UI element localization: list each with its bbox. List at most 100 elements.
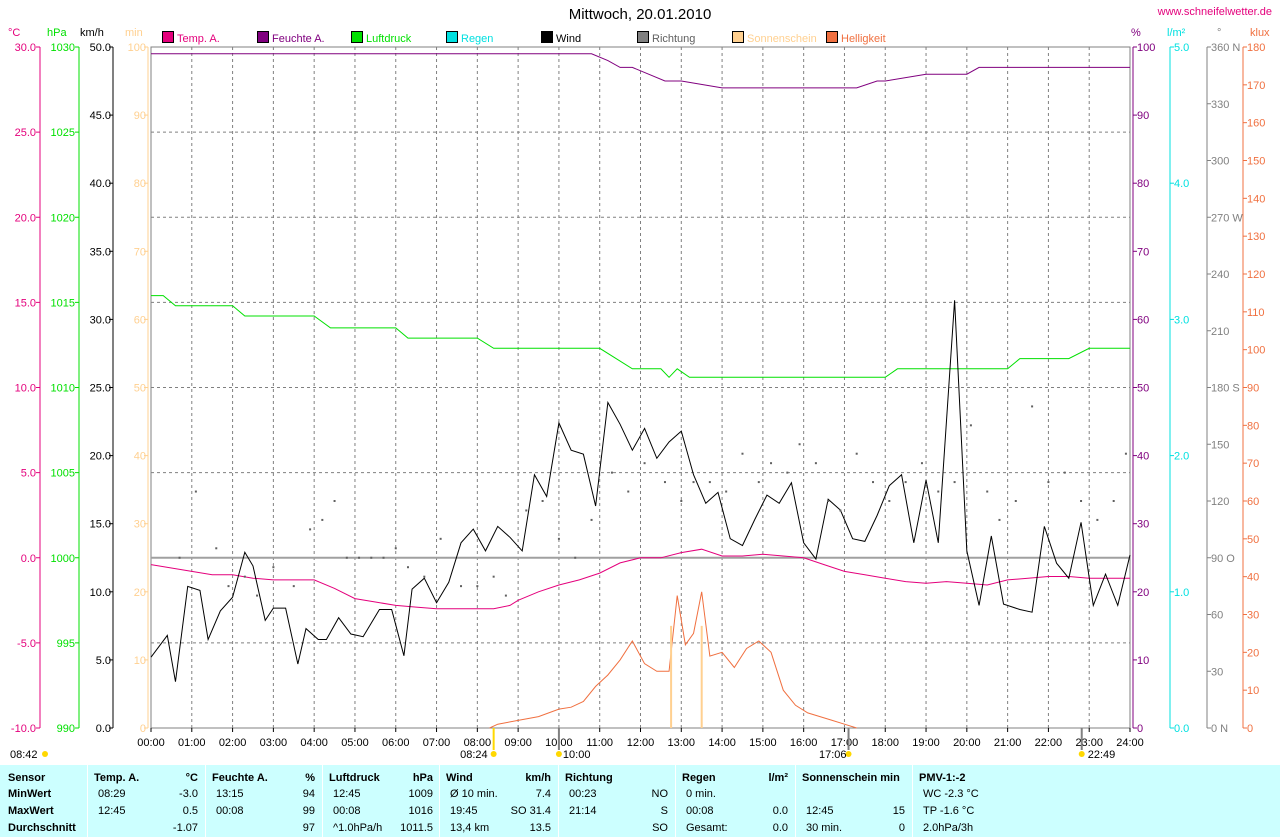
table-cell-value: 0.0 <box>772 822 788 834</box>
rain-tick-label: 0.0 <box>1174 723 1189 735</box>
column-header: PMV-1:-2 <box>919 772 966 784</box>
humidity-tick-label: 100 <box>1137 42 1155 54</box>
legend-swatch <box>541 31 553 43</box>
moonrise-icon <box>42 751 48 757</box>
table-cell: 30 min. <box>806 822 843 834</box>
direction-point <box>1031 405 1034 408</box>
table-column-separator <box>675 765 676 837</box>
x-tick-label: 02:00 <box>219 737 247 749</box>
x-tick-label: 12:00 <box>627 737 655 749</box>
direction-tick-label: 90 O <box>1211 553 1235 565</box>
column-header: Sonnenschein min <box>802 772 900 784</box>
direction-tick-label: 300 <box>1211 156 1229 168</box>
x-tick-label: 11:00 <box>586 737 613 749</box>
table-column-separator <box>87 765 88 837</box>
table-cell-value: 13.5 <box>529 822 551 834</box>
row-label: MinWert <box>8 788 52 800</box>
brightness-line <box>489 591 857 729</box>
table-cell-value: 99 <box>302 805 315 817</box>
sun-tick-label: 70 <box>134 246 146 258</box>
legend: Temp. A. Feuchte A. Luftdruck Regen Wind Rich… <box>0 31 1280 45</box>
legend-swatch <box>732 31 744 43</box>
temp-tick-label: 0.0 <box>21 553 36 565</box>
table-column-separator <box>439 765 440 837</box>
wind-line <box>150 300 1131 682</box>
direction-point <box>904 481 907 484</box>
temp-tick-label: 10.0 <box>15 383 36 395</box>
table-column-separator <box>322 765 323 837</box>
table-cell-value: -1.07 <box>172 822 198 834</box>
temperature-line <box>150 548 1130 610</box>
humidity-tick-label: 90 <box>1137 110 1149 122</box>
lux-tick-label: 150 <box>1247 156 1265 168</box>
humidity-tick-label: 70 <box>1137 246 1149 258</box>
direction-point <box>998 518 1001 521</box>
wind-tick-label: 20.0 <box>90 451 111 463</box>
direction-tick-label: 210 <box>1211 326 1229 338</box>
legend-label: Temp. A. <box>177 33 220 45</box>
x-tick-label: 13:00 <box>668 737 696 749</box>
direction-point <box>798 443 801 446</box>
moonrise-label: 08:42 <box>10 749 38 761</box>
humidity-line <box>151 53 1130 89</box>
table-cell: 19:45 <box>450 805 478 817</box>
legend-swatch <box>351 31 363 43</box>
table-cell-value: 0 <box>898 822 905 834</box>
table-cell: 00:08 <box>216 805 244 817</box>
direction-point <box>839 509 842 512</box>
column-header: Luftdruck <box>329 772 380 784</box>
table-cell: ^1.0hPa/h <box>333 822 383 834</box>
table-cell-value: 1009 <box>408 788 433 800</box>
direction-point <box>423 575 426 578</box>
noon-label: 10:00 <box>563 749 591 761</box>
sun-tick-label: 0 <box>140 723 146 735</box>
row-label: Sensor <box>8 772 46 784</box>
column-header: Feuchte A. <box>212 772 268 784</box>
temp-tick-label: 5.0 <box>21 468 36 480</box>
direction-point <box>194 490 197 493</box>
x-tick-label: 09:00 <box>504 737 532 749</box>
direction-point <box>460 585 463 588</box>
table-cell-value: 7.4 <box>535 788 551 800</box>
table-cell: Ø 10 min. <box>450 788 498 800</box>
lux-tick-label: 30 <box>1247 610 1259 622</box>
sun-tick-label: 60 <box>134 314 146 326</box>
direction-point <box>855 452 858 455</box>
column-header: Regen <box>682 772 716 784</box>
direction-point <box>321 518 324 521</box>
sun-tick-label: 100 <box>128 42 146 54</box>
x-tick-label: 24:00 <box>1116 737 1144 749</box>
direction-point <box>358 556 361 559</box>
direction-point <box>227 585 230 588</box>
direction-tick-label: 120 <box>1211 496 1229 508</box>
legend-item: Feuchte A. <box>257 31 325 45</box>
direction-point <box>953 481 956 484</box>
direction-point <box>627 490 630 493</box>
wind-unit: km/h <box>80 27 104 39</box>
direction-point <box>394 547 397 550</box>
wind-tick-label: 15.0 <box>90 519 111 531</box>
chart-title: Mittwoch, 20.01.2010 <box>568 6 712 23</box>
x-tick-label: 17:00 <box>831 737 859 749</box>
table-cell: 00:23 <box>569 788 597 800</box>
pressure-tick-label: 995 <box>57 638 75 650</box>
rain-unit: l/m² <box>1167 27 1186 39</box>
humidity-tick-label: 50 <box>1137 383 1149 395</box>
column-unit: °C <box>185 772 198 784</box>
direction-tick-label: 150 <box>1211 439 1229 451</box>
humidity-tick-label: 20 <box>1137 587 1149 599</box>
wind-tick-label: 10.0 <box>90 587 111 599</box>
site-link[interactable]: www.schneifelwetter.de <box>1157 6 1272 18</box>
table-cell-value: 1011.5 <box>400 822 433 834</box>
direction-point <box>610 471 613 474</box>
direction-point <box>643 462 646 465</box>
weather-chart: 00:00 01:00 02:00 03:00 04:00 05:00 06:00 07:00… <box>8 27 1270 761</box>
pressure-tick-label: 1030 <box>51 42 75 54</box>
humidity-tick-label: 80 <box>1137 178 1149 190</box>
humidity-tick-label: 10 <box>1137 655 1149 667</box>
legend-swatch <box>637 31 649 43</box>
pressure-unit: hPa <box>47 27 67 39</box>
column-unit: % <box>305 772 315 784</box>
direction-tick-label: 0 N <box>1211 723 1228 735</box>
direction-point <box>920 462 923 465</box>
